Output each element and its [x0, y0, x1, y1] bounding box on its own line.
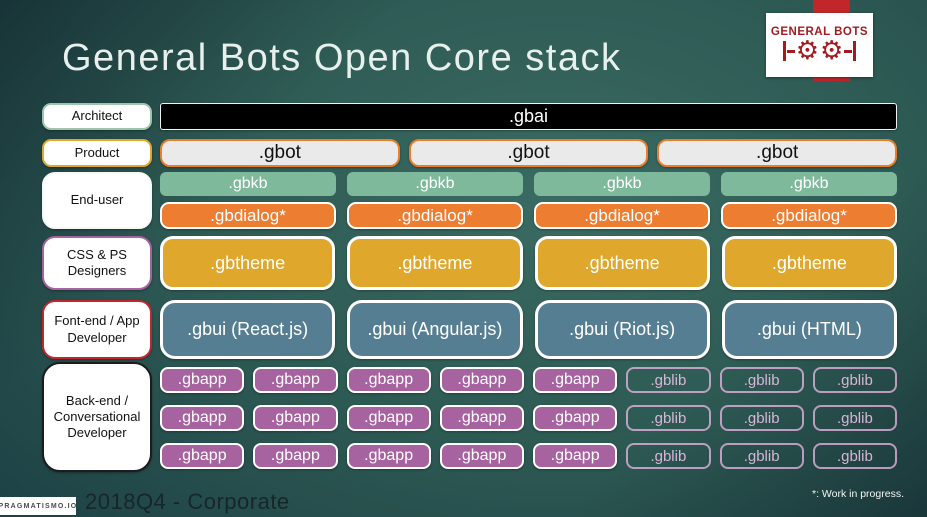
gbapp-box: .gbapp: [439, 443, 524, 469]
gbapp-box: .gbapp: [346, 367, 431, 393]
gbapp-box: .gbapp: [439, 405, 524, 431]
gbot-box: .gbot: [160, 139, 400, 167]
footer-caption: 2018Q4 - Corporate: [85, 489, 290, 514]
gear-bar-right-icon: [853, 41, 857, 61]
gear-tick-right-icon: [844, 49, 853, 53]
product-row: .gbot .gbot .gbot: [160, 139, 898, 167]
gbapp-box: .gbapp: [346, 405, 431, 431]
gbkb-box: .gbkb: [160, 172, 336, 196]
gbui-box: .gbui (React.js): [160, 300, 336, 359]
backend-row: .gbapp .gbapp .gbapp .gbapp .gbapp .gbli…: [160, 405, 897, 431]
gbkb-box: .gbkb: [721, 172, 897, 196]
row-label-text: CSS & PS Designers: [67, 246, 127, 278]
gears-icon: ⚙ ⚙: [782, 36, 857, 66]
row-label-text: End-user: [70, 192, 124, 208]
gbui-row: .gbui (React.js) .gbui (Angular.js) .gbu…: [160, 300, 897, 359]
gblib-box: .gblib: [812, 367, 897, 393]
row-label-text: Font-end / App Developer: [54, 313, 140, 345]
gblib-box: .gblib: [719, 405, 804, 431]
row-label-text: Architect: [71, 108, 123, 124]
gbot-box: .gbot: [657, 139, 898, 167]
gbdialog-box: .gbdialog*: [534, 202, 710, 229]
row-label-text: Product: [74, 144, 120, 160]
row-label-product: Product: [42, 139, 152, 167]
architect-row: .gbai: [160, 103, 897, 130]
gbapp-box: .gbapp: [533, 443, 618, 469]
backend-row: .gbapp .gbapp .gbapp .gbapp .gbapp .gbli…: [160, 443, 897, 469]
row-label-backend: Back-end / Conversational Developer: [42, 362, 152, 472]
gbapp-box: .gbapp: [439, 367, 524, 393]
gbot-box: .gbot: [408, 139, 649, 167]
backend-row: .gbapp .gbapp .gbapp .gbapp .gbapp .gbli…: [160, 367, 897, 393]
gbapp-box: .gbapp: [346, 443, 431, 469]
gbdialog-box: .gbdialog*: [160, 202, 336, 229]
gbdialog-box: .gbdialog*: [721, 202, 897, 229]
work-in-progress-note: *: Work in progress.: [811, 488, 904, 500]
gbai-box: .gbai: [160, 103, 897, 130]
general-bots-logo: GENERAL BOTS ⚙ ⚙: [766, 13, 873, 77]
gbtheme-box: .gbtheme: [721, 236, 897, 290]
gbtheme-box: .gbtheme: [347, 236, 523, 290]
gear-icon: ⚙: [795, 36, 819, 66]
gbtheme-box: .gbtheme: [160, 236, 336, 290]
logo-brand-text: GENERAL BOTS: [770, 26, 869, 38]
gbapp-box: .gbapp: [253, 367, 338, 393]
gbapp-box: .gbapp: [253, 443, 338, 469]
gbapp-box: .gbapp: [533, 405, 618, 431]
gbapp-box: .gbapp: [253, 405, 338, 431]
gbui-box: .gbui (Angular.js): [347, 300, 523, 359]
gbdialog-box: .gbdialog*: [347, 202, 523, 229]
gbdialog-row: .gbdialog* .gbdialog* .gbdialog* .gbdial…: [160, 202, 897, 229]
gblib-box: .gblib: [626, 367, 711, 393]
gblib-box: .gblib: [626, 443, 711, 469]
row-label-frontend: Font-end / App Developer: [42, 300, 152, 359]
row-label-end-user: End-user: [42, 172, 152, 229]
page-title: General Bots Open Core stack: [62, 37, 622, 79]
gbui-box: .gbui (HTML): [721, 300, 897, 359]
gbui-box: .gbui (Riot.js): [534, 300, 710, 359]
row-label-architect: Architect: [42, 103, 152, 130]
gbapp-box: .gbapp: [160, 367, 245, 393]
gbkb-box: .gbkb: [534, 172, 710, 196]
row-label-text: Back-end / Conversational Developer: [53, 392, 141, 441]
gblib-box: .gblib: [812, 443, 897, 469]
pragmatismo-logo: PRAGMATISMO.IO: [0, 497, 76, 515]
gblib-box: .gblib: [626, 405, 711, 431]
gbapp-box: .gbapp: [160, 443, 245, 469]
gbkb-box: .gbkb: [347, 172, 523, 196]
gear-icon: ⚙: [820, 36, 844, 66]
gear-tick-left-icon: [786, 49, 795, 53]
gblib-box: .gblib: [719, 443, 804, 469]
gblib-box: .gblib: [812, 405, 897, 431]
gbapp-box: .gbapp: [533, 367, 618, 393]
gbapp-box: .gbapp: [160, 405, 245, 431]
gear-bar-left-icon: [782, 41, 786, 61]
row-label-designers: CSS & PS Designers: [42, 236, 152, 290]
gbtheme-box: .gbtheme: [534, 236, 710, 290]
gbtheme-row: .gbtheme .gbtheme .gbtheme .gbtheme: [160, 236, 897, 290]
gbkb-row: .gbkb .gbkb .gbkb .gbkb: [160, 172, 897, 196]
gblib-box: .gblib: [719, 367, 804, 393]
